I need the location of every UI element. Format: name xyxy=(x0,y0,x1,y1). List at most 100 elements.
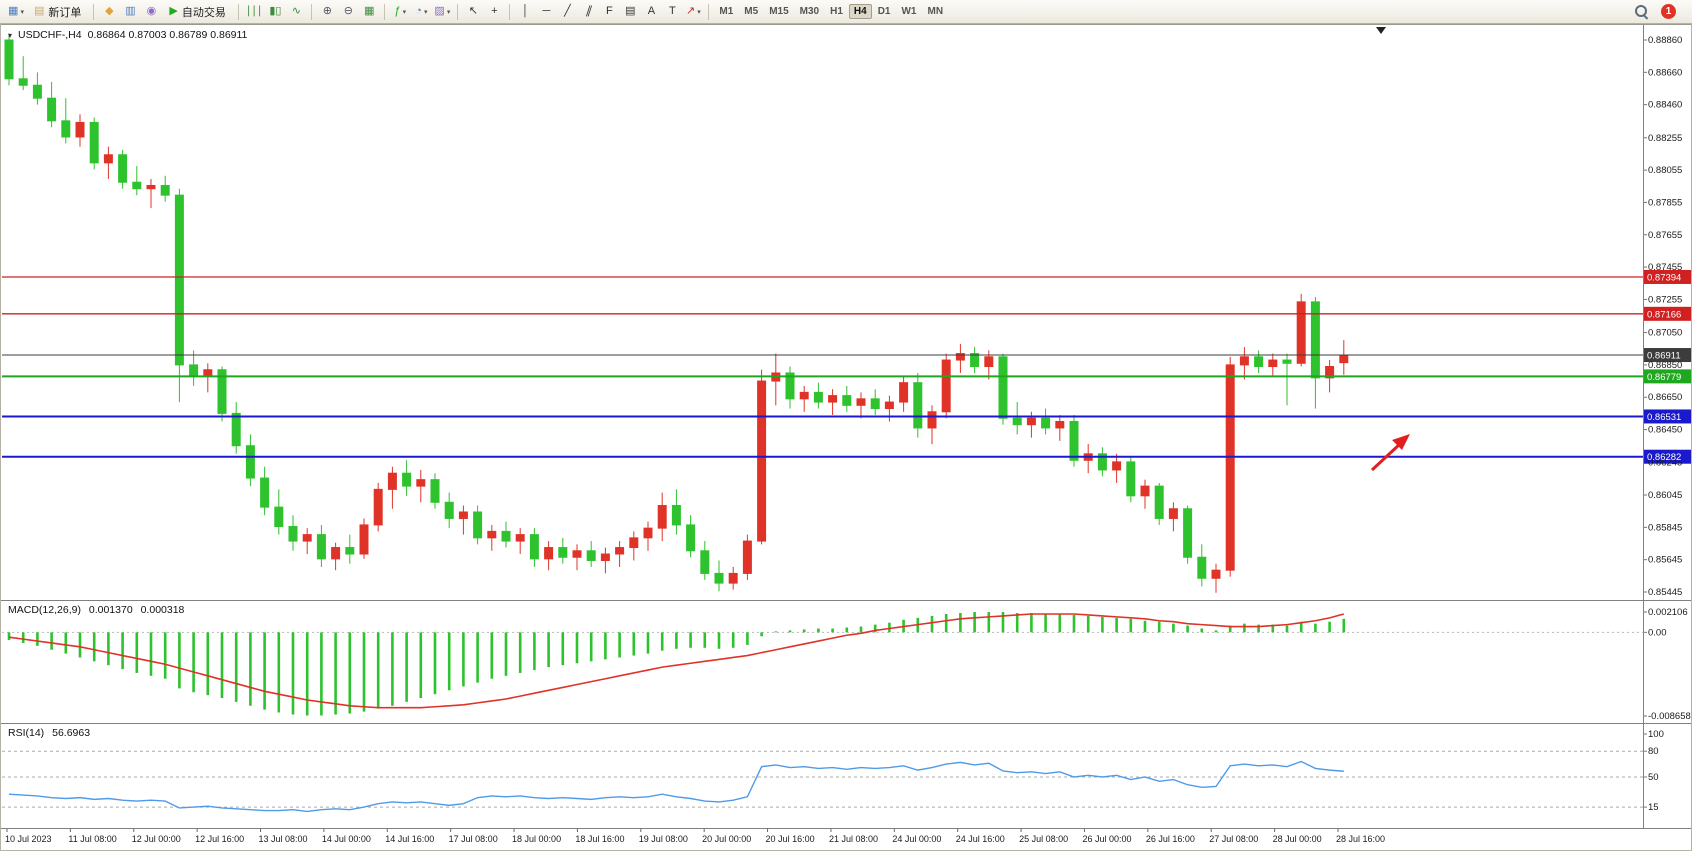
candle-body xyxy=(714,572,724,584)
candle-body xyxy=(984,356,994,368)
fibonacci-icon[interactable]: F xyxy=(599,2,619,22)
toolbar-separator xyxy=(237,3,239,20)
macd-histogram xyxy=(7,612,1346,716)
line-chart-icon[interactable]: ∿ xyxy=(286,2,306,22)
candle-body xyxy=(1310,301,1320,379)
time-scale[interactable] xyxy=(6,829,1339,832)
cycle-lines-icon[interactable]: ▤ xyxy=(620,2,640,22)
autotrade-play-icon: ▶ xyxy=(169,5,178,17)
periods-icon[interactable]: ◔ ▾ xyxy=(411,2,431,22)
trend-arrow-annotation[interactable] xyxy=(1370,434,1410,472)
new-chart-icon[interactable]: ▦ ▾ xyxy=(6,2,26,22)
market-watch-icon[interactable]: ◆ xyxy=(99,2,119,22)
price-tick-label: 0.87655 xyxy=(1648,230,1682,241)
price-level-label-text: 0.86779 xyxy=(1647,372,1681,383)
timeframe-m5[interactable]: M5 xyxy=(744,6,759,17)
candle-body xyxy=(998,356,1008,419)
timeframe-m15[interactable]: M15 xyxy=(769,6,789,17)
price-tick-label: 0.88055 xyxy=(1648,165,1682,176)
dropdown-arrow-icon: ▾ xyxy=(20,8,24,16)
candle-body xyxy=(1097,453,1107,471)
dropdown-arrow-icon: ▾ xyxy=(446,8,451,16)
time-tick-label: 21 Jul 08:00 xyxy=(829,834,878,844)
candle-body xyxy=(671,505,681,526)
candle-body xyxy=(1325,366,1335,379)
trend-arrow-head xyxy=(1392,434,1410,450)
zoom-out-icon[interactable]: ⊖ xyxy=(338,2,358,22)
candle-body xyxy=(274,506,284,528)
tile-windows-icon: ▦ xyxy=(364,5,375,17)
timeframe-mn[interactable]: MN xyxy=(927,6,944,17)
vertical-line-icon[interactable]: │ xyxy=(515,2,535,22)
price-level-label xyxy=(1644,348,1691,363)
candle-body xyxy=(416,479,426,487)
timeframe-d1[interactable]: D1 xyxy=(877,6,891,17)
time-tick-label: 12 Jul 00:00 xyxy=(132,834,181,844)
autotrade-button[interactable]: ▶ 自动交易 xyxy=(162,2,232,22)
candle-body xyxy=(132,181,142,190)
horizontal-line-icon[interactable]: ─ xyxy=(536,2,556,22)
candlestick-chart-icon[interactable]: ▮▯ xyxy=(265,2,285,22)
templates-icon[interactable]: ▨ ▾ xyxy=(432,2,452,22)
candle-body xyxy=(1197,556,1207,579)
toolbar-separator xyxy=(384,3,386,20)
zoom-in-icon[interactable]: ⊕ xyxy=(317,2,337,22)
candle-body xyxy=(515,534,525,542)
tile-windows-icon[interactable]: ▦ xyxy=(359,2,379,22)
navigator-icon[interactable]: ◉ xyxy=(141,2,161,22)
candle-body xyxy=(615,547,625,555)
timeframe-h4[interactable]: H4 xyxy=(848,4,872,19)
candle-body xyxy=(118,154,128,183)
price-tick-label: 0.86045 xyxy=(1648,490,1682,501)
macd-signal-value: 0.000318 xyxy=(140,604,185,616)
candle-body xyxy=(1012,417,1022,426)
crosshair-icon[interactable]: + xyxy=(484,2,504,22)
candle-body xyxy=(842,395,852,406)
indicators-icon[interactable]: ƒ ▾ xyxy=(390,2,410,22)
candle-body xyxy=(331,547,341,560)
rsi-value: 56.6963 xyxy=(52,727,91,739)
timeframe-h1[interactable]: H1 xyxy=(830,6,843,17)
chart-shift-marker[interactable] xyxy=(1376,27,1386,34)
candle-body xyxy=(600,553,610,561)
timeframe-w1[interactable]: W1 xyxy=(901,6,917,17)
candle-body xyxy=(473,511,483,539)
time-tick-label: 25 Jul 08:00 xyxy=(1019,834,1068,844)
candle-body xyxy=(1140,485,1150,497)
timeframe-m1[interactable]: M1 xyxy=(719,6,734,17)
chart-window-background xyxy=(0,24,1692,851)
candle-body xyxy=(444,501,454,519)
main-toolbar: ▦ ▾ ▤ 新订单 ◆ ▥ ◉ ▶ 自动交易 ∣∣∣ ▮▯ ∿ ⊕ ⊖ ▦ ƒ ▾ ◔ ▾ ▨ ▾ ↖ + │ ─ ╱ ∥ F ▤ A T ↗… xyxy=(0,0,1692,24)
notification-badge[interactable]: 1 xyxy=(1661,4,1676,19)
macd-name: MACD(12,26,9) xyxy=(8,604,81,616)
time-tick-label: 28 Jul 00:00 xyxy=(1273,834,1322,844)
candle-body xyxy=(785,372,795,400)
price-tick-label: 0.88660 xyxy=(1648,67,1682,78)
cursor-icon[interactable]: ↖ xyxy=(463,2,483,22)
new-order-button[interactable]: ▤ 新订单 xyxy=(27,2,88,22)
chart-menu-icon[interactable]: ▾ xyxy=(8,30,13,40)
equidistant-channel-icon[interactable]: ∥ xyxy=(578,2,598,22)
price-tick-label: 0.86245 xyxy=(1648,458,1682,469)
price-level-label xyxy=(1644,269,1691,284)
bar-chart-icon[interactable]: ∣∣∣ xyxy=(244,2,265,22)
arrows-icon[interactable]: ↗ ▾ xyxy=(683,2,703,22)
candle-body xyxy=(799,391,809,400)
equidistant-channel-icon: ∥ xyxy=(583,5,594,17)
candle-body xyxy=(558,547,568,558)
macd-tick-label: -0.008658 xyxy=(1648,711,1691,722)
trendline-icon[interactable]: ╱ xyxy=(557,2,577,22)
toolbar-separator xyxy=(93,3,95,20)
time-tick-label: 11 Jul 08:00 xyxy=(68,834,116,844)
price-level-label xyxy=(1644,306,1691,321)
text-icon[interactable]: A xyxy=(641,2,661,22)
time-tick-label: 12 Jul 16:00 xyxy=(195,834,244,844)
timeframe-m30[interactable]: M30 xyxy=(799,6,820,17)
data-window-icon[interactable]: ▥ xyxy=(120,2,140,22)
text-label-icon[interactable]: T xyxy=(662,2,682,22)
search-icon[interactable] xyxy=(1633,3,1650,20)
price-scale[interactable] xyxy=(1644,39,1691,593)
candle-body xyxy=(828,395,838,403)
candle-body xyxy=(75,121,85,138)
